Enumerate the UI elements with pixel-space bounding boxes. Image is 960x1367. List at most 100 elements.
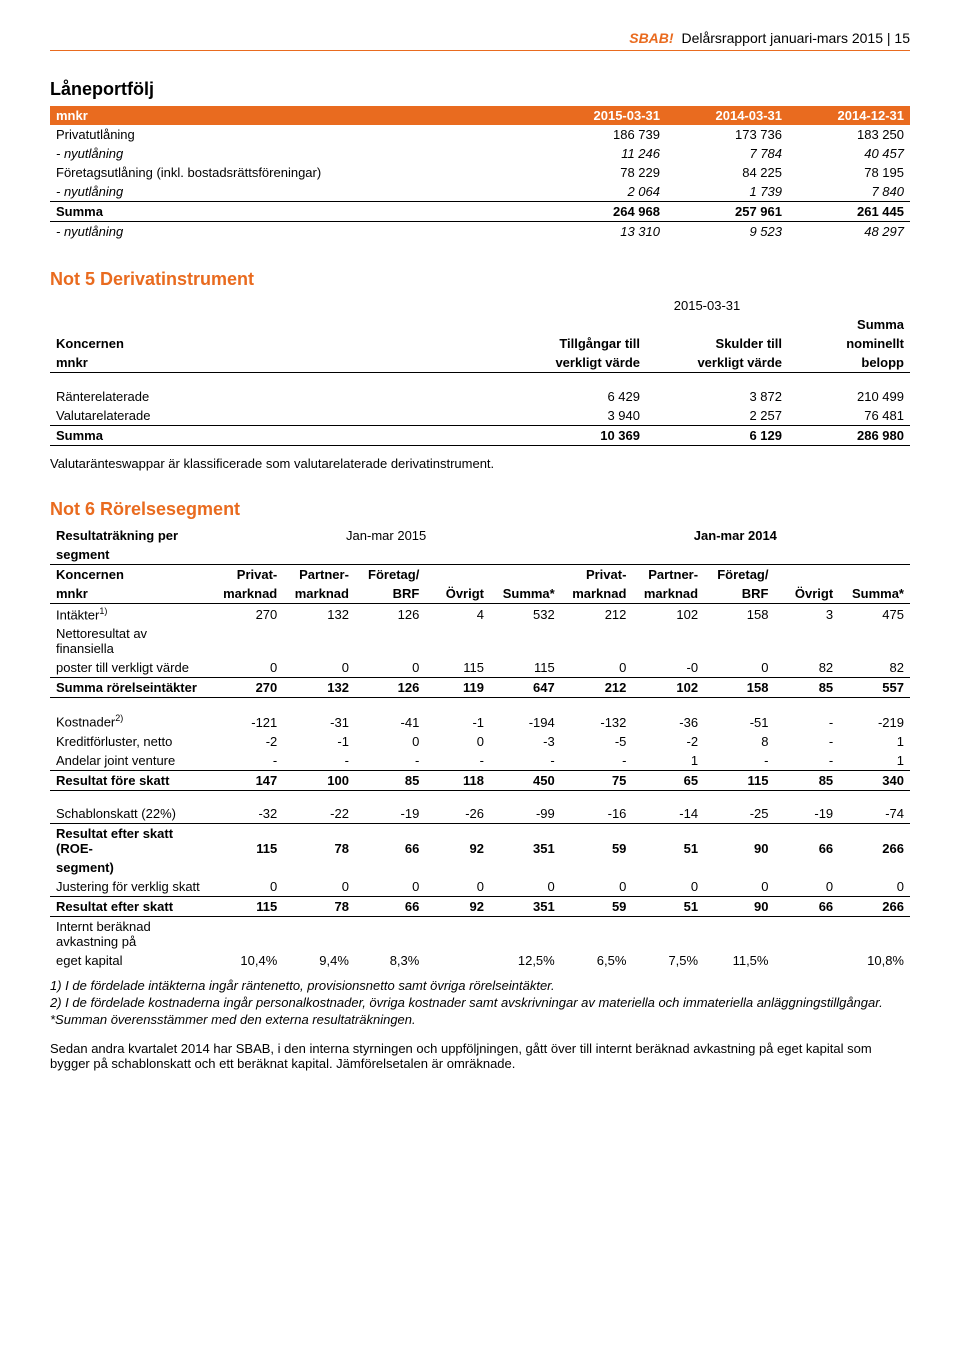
- cell-value: 557: [839, 677, 910, 697]
- cell-value: 261 445: [788, 202, 910, 222]
- cell-value: 0: [561, 658, 633, 678]
- row-label: Valutarelaterade: [50, 406, 504, 426]
- period-header: Jan-mar 2015: [212, 526, 561, 545]
- col-header: verkligt värde: [646, 353, 788, 373]
- cell-value: 92: [425, 824, 490, 859]
- cell-value: 8: [704, 732, 774, 751]
- cell-value: 11,5%: [704, 951, 774, 970]
- cell-value: -99: [490, 804, 561, 824]
- cell-value: -: [425, 751, 490, 771]
- cell-value: 78 195: [788, 163, 910, 182]
- cell-value: 12,5%: [490, 951, 561, 970]
- entity-label: mnkr: [50, 584, 212, 604]
- cell-value: 59: [561, 824, 633, 859]
- cell-value: 257 961: [666, 202, 788, 222]
- cell-value: -1: [283, 732, 355, 751]
- row-label: Resultat efter skatt (ROE-: [50, 824, 212, 859]
- col-header: Privat-: [212, 564, 284, 584]
- cell-value: 10,4%: [212, 951, 284, 970]
- row-label: Summa: [50, 202, 544, 222]
- row-label: poster till verkligt värde: [50, 658, 212, 678]
- cell-value: 0: [490, 877, 561, 897]
- cell-value: -: [490, 751, 561, 771]
- cell-value: -16: [561, 804, 633, 824]
- cell-value: 3 940: [504, 406, 646, 426]
- cell-value: 0: [839, 877, 910, 897]
- entity-label: Koncernen: [50, 334, 504, 353]
- cell-value: 82: [774, 658, 839, 678]
- cell-value: 3 872: [646, 387, 788, 406]
- col-header: nominellt: [788, 334, 910, 353]
- cell-value: 0: [425, 732, 490, 751]
- cell-value: -3: [490, 732, 561, 751]
- col-header: marknad: [212, 584, 284, 604]
- col-header: 2015-03-31: [544, 106, 666, 125]
- row-label: Justering för verklig skatt: [50, 877, 212, 897]
- col-header: BRF: [704, 584, 774, 604]
- row-label: Nettoresultat av finansiella: [50, 624, 212, 658]
- cell-value: 40 457: [788, 144, 910, 163]
- cell-value: -132: [561, 711, 633, 731]
- row-label: Privatutlåning: [50, 125, 544, 144]
- cell-value: 1: [839, 732, 910, 751]
- cell-value: 270: [212, 677, 284, 697]
- cell-value: 340: [839, 770, 910, 790]
- row-label: Resultat före skatt: [50, 770, 212, 790]
- subtitle: Resultaträkning per: [50, 526, 212, 545]
- cell-value: 0: [355, 658, 425, 678]
- row-label: Summa: [50, 425, 504, 445]
- cell-value: 212: [561, 603, 633, 624]
- cell-value: 7,5%: [632, 951, 704, 970]
- cell-value: 173 736: [666, 125, 788, 144]
- cell-value: 286 980: [788, 425, 910, 445]
- cell-value: -5: [561, 732, 633, 751]
- cell-value: 76 481: [788, 406, 910, 426]
- cell-value: 66: [355, 897, 425, 917]
- cell-value: 6,5%: [561, 951, 633, 970]
- cell-value: 2 257: [646, 406, 788, 426]
- brand-logo: SBAB!: [629, 30, 673, 46]
- cell-value: 0: [212, 658, 284, 678]
- cell-value: 7 840: [788, 182, 910, 202]
- cell-value: 85: [355, 770, 425, 790]
- col-header: marknad: [561, 584, 633, 604]
- not5-table: 2015-03-31 Summa Koncernen Tillgångar ti…: [50, 296, 910, 446]
- cell-value: 66: [774, 897, 839, 917]
- cell-value: 6 129: [646, 425, 788, 445]
- cell-value: 0: [704, 877, 774, 897]
- col-header: Skulder till: [646, 334, 788, 353]
- cell-value: -25: [704, 804, 774, 824]
- cell-value: 66: [774, 824, 839, 859]
- cell-value: 475: [839, 603, 910, 624]
- cell-value: -41: [355, 711, 425, 731]
- cell-value: 0: [425, 877, 490, 897]
- footnote: 1) I de fördelade intäkterna ingår ränte…: [50, 978, 910, 993]
- not5-date: 2015-03-31: [504, 296, 910, 315]
- cell-value: 0: [561, 877, 633, 897]
- cell-value: -219: [839, 711, 910, 731]
- row-label: Schablonskatt (22%): [50, 804, 212, 824]
- cell-value: 351: [490, 897, 561, 917]
- cell-value: 647: [490, 677, 561, 697]
- cell-value: 270: [212, 603, 284, 624]
- row-label: Andelar joint venture: [50, 751, 212, 771]
- col-header: Privat-: [561, 564, 633, 584]
- row-label: Intäkter1): [50, 603, 212, 624]
- cell-value: 59: [561, 897, 633, 917]
- not5-title: Not 5 Derivatinstrument: [50, 269, 910, 290]
- cell-value: -1: [425, 711, 490, 731]
- cell-value: 119: [425, 677, 490, 697]
- cell-value: -0: [632, 658, 704, 678]
- cell-value: 10,8%: [839, 951, 910, 970]
- cell-value: -31: [283, 711, 355, 731]
- cell-value: 115: [704, 770, 774, 790]
- cell-value: 0: [355, 877, 425, 897]
- cell-value: 212: [561, 677, 633, 697]
- cell-value: -51: [704, 711, 774, 731]
- cell-value: 11 246: [544, 144, 666, 163]
- col-header: verkligt värde: [504, 353, 646, 373]
- row-label: eget kapital: [50, 951, 212, 970]
- col-header: Summa: [788, 315, 910, 334]
- col-header: Tillgångar till: [504, 334, 646, 353]
- cell-value: -19: [355, 804, 425, 824]
